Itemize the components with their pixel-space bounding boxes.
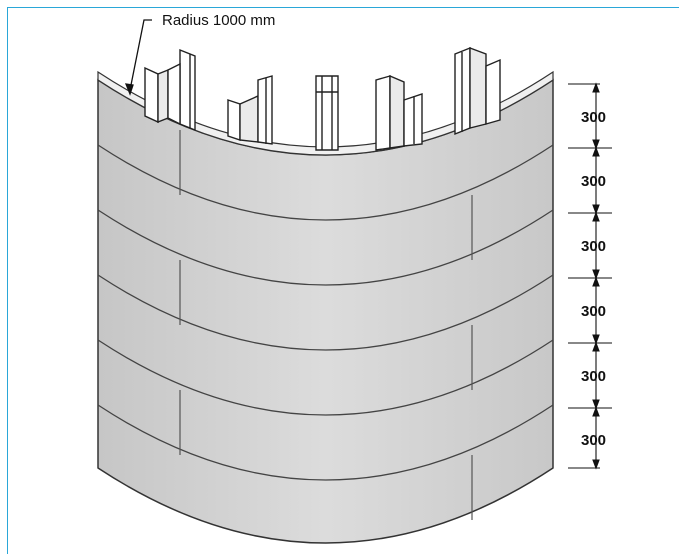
dimension-ladder — [568, 82, 612, 470]
dimension-label-3: 300 — [581, 238, 606, 255]
dimension-label-1: 300 — [581, 109, 606, 126]
dimension-label-5: 300 — [581, 368, 606, 385]
course-joints — [97, 144, 554, 481]
stud-5 — [454, 46, 501, 136]
radius-leader — [124, 19, 152, 96]
metal-studs — [144, 46, 501, 151]
dimension-label-2: 300 — [581, 173, 606, 190]
vertical-joints — [179, 130, 473, 520]
stud-2 — [227, 75, 273, 145]
stud-4 — [375, 74, 423, 151]
stud-3 — [315, 75, 339, 151]
radius-label: Radius 1000 mm — [162, 12, 275, 29]
stud-1 — [144, 48, 196, 132]
diagram-frame — [7, 7, 679, 554]
dimension-label-6: 300 — [581, 432, 606, 449]
dimension-label-4: 300 — [581, 303, 606, 320]
